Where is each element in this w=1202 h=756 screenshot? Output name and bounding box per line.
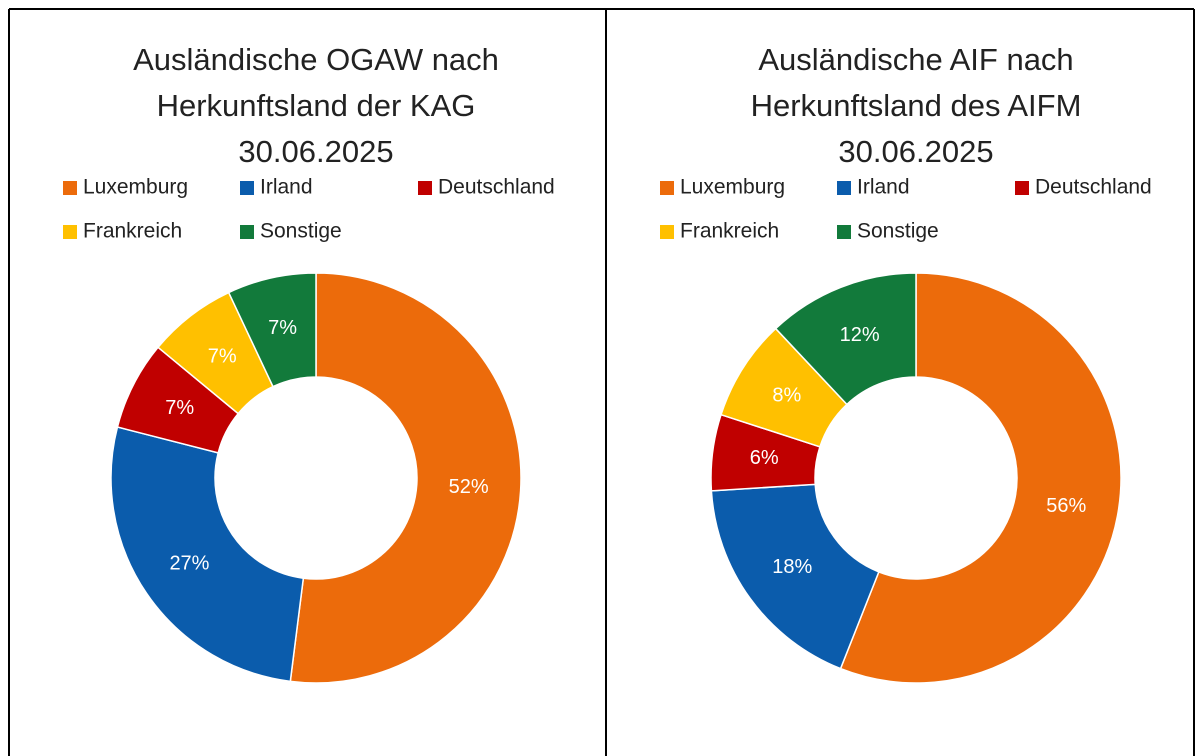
chart-title: Ausländische OGAW nach bbox=[133, 42, 499, 77]
legend-swatch bbox=[660, 225, 674, 239]
legend-label: Deutschland bbox=[438, 176, 555, 199]
legend-swatch bbox=[837, 225, 851, 239]
legend-label: Sonstige bbox=[260, 220, 342, 243]
data-label: 27% bbox=[169, 552, 209, 574]
legend-swatch bbox=[660, 181, 674, 195]
donut-slice bbox=[774, 272, 917, 406]
legend-label: Frankreich bbox=[83, 220, 182, 243]
data-label: 7% bbox=[165, 397, 194, 419]
legend-label: Frankreich bbox=[680, 220, 779, 243]
donut-slice bbox=[227, 272, 317, 388]
chart-title: Herkunftsland des AIFM bbox=[751, 88, 1082, 123]
legend-label: Irland bbox=[857, 176, 910, 199]
chart-title: 30.06.2025 bbox=[838, 134, 993, 169]
legend-swatch bbox=[240, 181, 254, 195]
chart-title: Ausländische AIF nach bbox=[758, 42, 1073, 77]
donut-slice bbox=[710, 483, 880, 670]
data-label: 12% bbox=[840, 324, 880, 346]
legend-swatch bbox=[63, 225, 77, 239]
legend-label: Luxemburg bbox=[83, 176, 188, 199]
legend-swatch bbox=[418, 181, 432, 195]
data-label: 6% bbox=[750, 447, 779, 469]
legend-swatch bbox=[1015, 181, 1029, 195]
data-label: 52% bbox=[449, 476, 489, 498]
data-label: 18% bbox=[772, 556, 812, 578]
data-label: 56% bbox=[1046, 495, 1086, 517]
legend-swatch bbox=[240, 225, 254, 239]
legend-label: Irland bbox=[260, 176, 313, 199]
chart-title: 30.06.2025 bbox=[238, 134, 393, 169]
chart-title: Herkunftsland der KAG bbox=[157, 88, 476, 123]
legend-label: Deutschland bbox=[1035, 176, 1152, 199]
donut-slice bbox=[289, 272, 522, 684]
donut-slice bbox=[839, 272, 1122, 684]
data-label: 7% bbox=[268, 317, 297, 339]
legend-swatch bbox=[63, 181, 77, 195]
legend-label: Luxemburg bbox=[680, 176, 785, 199]
legend-label: Sonstige bbox=[857, 220, 939, 243]
data-label: 7% bbox=[208, 345, 237, 367]
legend-swatch bbox=[837, 181, 851, 195]
donut-slice bbox=[110, 426, 305, 683]
data-label: 8% bbox=[772, 384, 801, 406]
